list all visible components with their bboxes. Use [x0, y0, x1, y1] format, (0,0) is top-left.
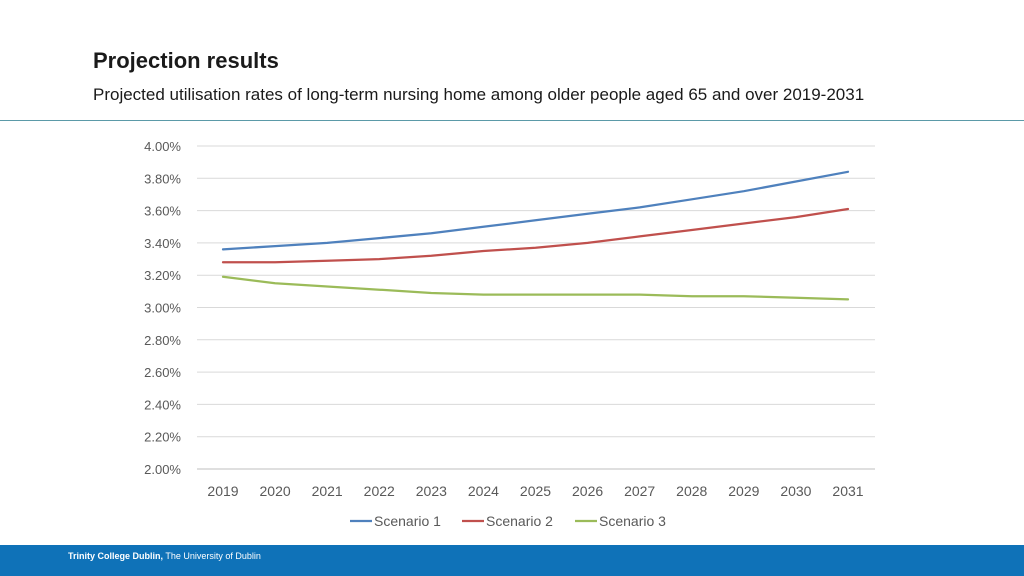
x-tick-label: 2021	[312, 483, 343, 499]
y-tick-label: 3.40%	[144, 236, 181, 251]
x-tick-label: 2029	[728, 483, 759, 499]
x-tick-label: 2022	[364, 483, 395, 499]
header-divider	[0, 120, 1024, 121]
y-tick-label: 2.60%	[144, 365, 181, 380]
y-tick-label: 3.80%	[144, 171, 181, 186]
legend-label-2: Scenario 2	[486, 513, 553, 529]
series-line-1	[221, 170, 850, 251]
x-tick-label: 2028	[676, 483, 707, 499]
page-title: Projection results	[93, 48, 279, 73]
x-tick-label: 2031	[832, 483, 863, 499]
y-tick-label: 2.20%	[144, 430, 181, 445]
x-tick-label: 2020	[260, 483, 291, 499]
x-tick-label: 2019	[207, 483, 238, 499]
x-tick-label: 2026	[572, 483, 603, 499]
footer-institution: Trinity College Dublin,	[68, 551, 164, 561]
x-tick-label: 2030	[780, 483, 811, 499]
y-tick-label: 2.80%	[144, 333, 181, 348]
page-subtitle: Projected utilisation rates of long-term…	[93, 85, 865, 104]
line-chart: 2.00% 2.20% 2.40% 2.60% 2.80% 3.00% 3.20% 3.40%…	[144, 139, 875, 529]
series-line-2	[221, 207, 850, 264]
y-tick-label: 2.00%	[144, 462, 181, 477]
footer-bar: Trinity College Dublin, The University o…	[0, 545, 1024, 576]
x-tick-label: 2027	[624, 483, 655, 499]
series-line-3	[221, 275, 850, 301]
y-tick-label: 3.20%	[144, 268, 181, 283]
legend-label-3: Scenario 3	[599, 513, 666, 529]
footer-affiliation: The University of Dublin	[165, 551, 261, 561]
x-tick-label: 2024	[468, 483, 499, 499]
legend-label-1: Scenario 1	[374, 513, 441, 529]
x-tick-label: 2023	[416, 483, 447, 499]
y-tick-label: 3.60%	[144, 204, 181, 219]
y-tick-label: 2.40%	[144, 397, 181, 412]
footer-text: Trinity College Dublin, The University o…	[68, 551, 261, 561]
y-tick-label: 4.00%	[144, 139, 181, 154]
x-tick-label: 2025	[520, 483, 551, 499]
y-tick-label: 3.00%	[144, 301, 181, 316]
